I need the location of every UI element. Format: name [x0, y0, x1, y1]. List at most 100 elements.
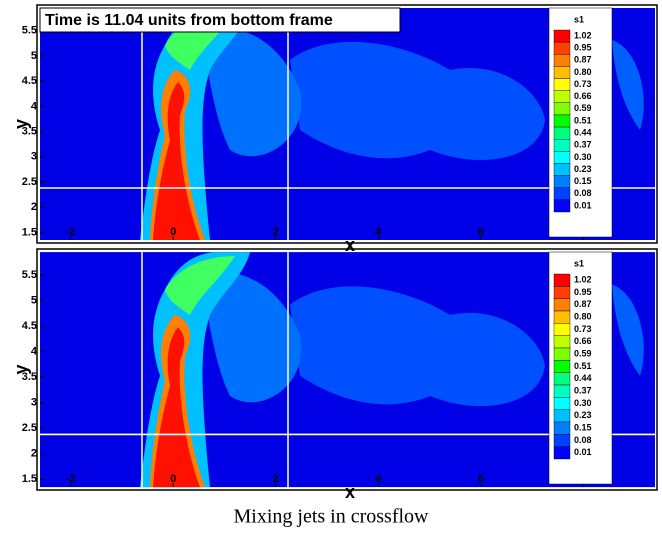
colorbar-swatch — [553, 41, 571, 55]
colorbar-label: 0.08 — [574, 435, 592, 445]
colorbar-label: 0.66 — [574, 336, 592, 346]
colorbar-swatch — [553, 421, 571, 435]
y-axis-label: y — [11, 119, 31, 129]
y-tick-label: 2.5 — [22, 422, 37, 434]
y-tick-label: 4.5 — [22, 75, 37, 87]
colorbar-swatch — [553, 347, 571, 361]
y-tick-label: 3.5 — [22, 371, 37, 383]
colorbar-swatch — [553, 163, 571, 176]
colorbar-swatch — [553, 409, 571, 423]
y-tick-label: 2.5 — [22, 176, 37, 188]
colorbar-swatch — [553, 54, 571, 67]
annotation-box — [39, 7, 401, 33]
x-tick-label: 0 — [170, 226, 176, 238]
colorbar-swatch — [553, 434, 571, 447]
colorbar-swatch — [553, 126, 571, 140]
y-tick-label: 5.5 — [22, 269, 37, 281]
y-tick-label: 4 — [31, 100, 38, 112]
colorbar-label: 1.02 — [574, 275, 592, 285]
colorbar-swatch — [553, 90, 571, 103]
colorbar-title: s1 — [574, 14, 584, 24]
colorbar-label: 0.51 — [574, 361, 592, 371]
x-tick-label: 4 — [375, 473, 382, 485]
colorbar-swatch — [553, 138, 571, 152]
colorbar-swatch — [553, 372, 571, 386]
colorbar-label: 0.01 — [574, 200, 592, 210]
colorbar-label: 0.23 — [574, 410, 592, 420]
colorbar-label: 0.95 — [574, 43, 592, 53]
y-tick-label: 5 — [31, 50, 37, 62]
y-tick-label: 2 — [31, 448, 37, 460]
frame — [36, 4, 658, 244]
colorbar-swatch — [553, 310, 571, 324]
colorbar-label: 0.30 — [574, 152, 592, 162]
x-tick-label: -2 — [66, 473, 76, 485]
colorbar-swatch — [553, 102, 571, 116]
colorbar-label: 0.87 — [574, 55, 592, 65]
colorbar-label: 0.37 — [574, 140, 592, 150]
colorbar-label: 0.51 — [574, 115, 592, 125]
colorbar-label: 0.59 — [574, 103, 592, 113]
x-tick-label: -2 — [66, 226, 76, 238]
y-axis-label: y — [11, 364, 31, 374]
y-tick-label: 1.5 — [22, 226, 37, 238]
colorbar-label: 0.08 — [574, 188, 592, 198]
colorbar-label: 0.44 — [574, 128, 592, 138]
y-tick-label: 3 — [31, 397, 37, 409]
x-tick-label: 4 — [375, 226, 382, 238]
caption: Mixing jets in crossflow — [234, 506, 430, 528]
colorbar-label: 0.73 — [574, 324, 592, 334]
colorbar-swatch — [553, 273, 571, 287]
colorbar-label: 0.66 — [574, 91, 592, 101]
y-tick-label: 1.5 — [22, 473, 37, 485]
colorbar-label: 0.37 — [574, 386, 592, 396]
colorbar-label: 0.80 — [574, 312, 592, 322]
colorbar-label: 0.95 — [574, 287, 592, 297]
colorbar-label: 0.01 — [574, 447, 592, 457]
colorbar-swatch — [553, 446, 571, 460]
colorbar-swatch — [553, 175, 571, 188]
colorbar-swatch — [553, 335, 571, 349]
y-tick-label: 3 — [31, 151, 37, 163]
colorbar-swatch — [553, 199, 571, 213]
colorbar-swatch — [553, 187, 571, 201]
colorbar-swatch — [553, 29, 571, 43]
x-tick-label: 6 — [478, 473, 484, 485]
colorbar-title: s1 — [574, 258, 584, 268]
x-tick-label: 6 — [478, 226, 484, 238]
colorbar-label: 0.23 — [574, 164, 592, 174]
colorbar-label: 0.44 — [574, 373, 592, 383]
colorbar-swatch — [553, 323, 571, 336]
y-tick-label: 2 — [31, 201, 37, 213]
x-tick-label: 2 — [273, 473, 279, 485]
x-axis-label: x — [345, 482, 355, 502]
colorbar-label: 0.15 — [574, 423, 592, 433]
colorbar-swatch — [553, 397, 571, 410]
y-tick-label: 4 — [31, 346, 38, 358]
colorbar-swatch — [553, 78, 571, 91]
annotation: Time is 11.04 units from bottom frame — [45, 12, 333, 29]
colorbar-swatch — [553, 66, 571, 79]
colorbar-swatch — [553, 151, 571, 164]
x-tick-label: 2 — [273, 226, 279, 238]
colorbar-label: 0.80 — [574, 67, 592, 77]
x-axis-label: x — [345, 235, 355, 255]
y-tick-label: 3.5 — [22, 125, 37, 137]
colorbar-label: 0.87 — [574, 299, 592, 309]
colorbar-swatch — [553, 114, 571, 128]
colorbar-label: 0.73 — [574, 79, 592, 89]
y-tick-label: 5 — [31, 294, 37, 306]
colorbar-label: 1.02 — [574, 30, 592, 40]
frame — [36, 248, 658, 491]
colorbar-swatch — [553, 384, 571, 398]
colorbar-swatch — [553, 360, 571, 373]
colorbar-swatch — [553, 298, 571, 312]
y-tick-label: 4.5 — [22, 320, 37, 332]
x-tick-label: 0 — [170, 473, 176, 485]
colorbar-label: 0.59 — [574, 349, 592, 359]
colorbar-label: 0.15 — [574, 176, 592, 186]
y-tick-label: 5.5 — [22, 25, 37, 37]
colorbar-label: 0.30 — [574, 398, 592, 408]
